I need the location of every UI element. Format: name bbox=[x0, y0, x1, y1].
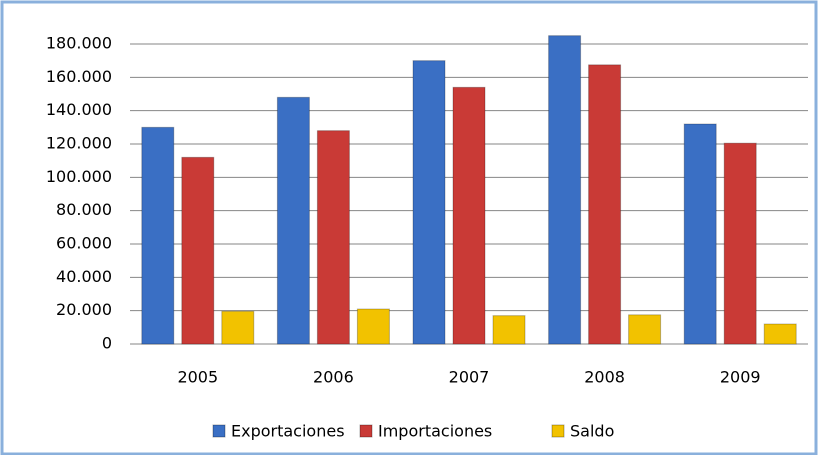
legend-label: Importaciones bbox=[378, 422, 492, 441]
y-tick-label: 80.000 bbox=[56, 200, 112, 219]
y-tick-label: 140.000 bbox=[46, 100, 112, 119]
y-tick-label: 160.000 bbox=[46, 67, 112, 86]
x-tick-label: 2009 bbox=[720, 368, 761, 387]
y-tick-label: 60.000 bbox=[56, 234, 112, 253]
y-tick-label: 100.000 bbox=[46, 167, 112, 186]
x-tick-label: 2007 bbox=[449, 368, 490, 387]
bar bbox=[683, 123, 717, 345]
bar bbox=[221, 310, 255, 345]
bar bbox=[628, 314, 662, 345]
bar bbox=[141, 126, 175, 345]
bar bbox=[452, 86, 486, 345]
legend-swatch bbox=[359, 424, 373, 438]
bar bbox=[276, 96, 310, 345]
bar bbox=[316, 130, 350, 345]
y-tick-label: 120.000 bbox=[46, 134, 112, 153]
y-tick-label: 40.000 bbox=[56, 267, 112, 286]
bar bbox=[588, 64, 622, 345]
legend-swatch bbox=[551, 424, 565, 438]
legend-label: Saldo bbox=[570, 422, 614, 441]
bar bbox=[763, 323, 797, 345]
x-tick-label: 2005 bbox=[177, 368, 218, 387]
x-tick-label: 2008 bbox=[584, 368, 625, 387]
legend-label: Exportaciones bbox=[231, 422, 345, 441]
bar bbox=[548, 35, 582, 345]
bar bbox=[723, 142, 757, 345]
bar bbox=[181, 156, 215, 345]
bar bbox=[492, 315, 526, 345]
y-tick-label: 20.000 bbox=[56, 300, 112, 319]
y-tick-label: 0 bbox=[102, 334, 112, 353]
bar bbox=[356, 308, 390, 345]
x-tick-label: 2006 bbox=[313, 368, 354, 387]
bar bbox=[412, 60, 446, 345]
legend-swatch bbox=[212, 424, 226, 438]
y-tick-label: 180.000 bbox=[46, 34, 112, 53]
